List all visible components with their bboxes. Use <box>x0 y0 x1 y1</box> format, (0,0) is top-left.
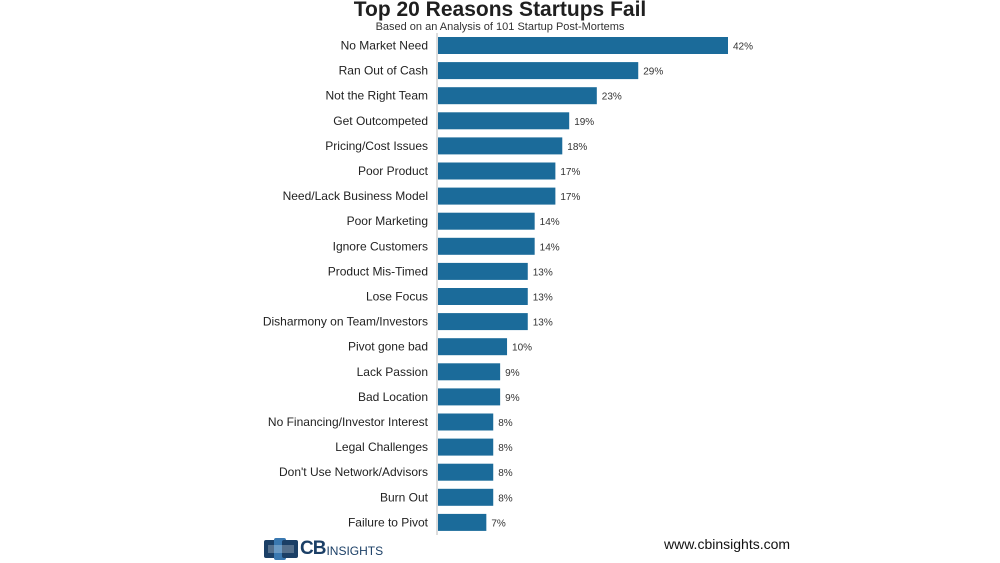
category-label: Don't Use Network/Advisors <box>279 465 428 479</box>
category-label: Burn Out <box>380 490 429 504</box>
bar <box>438 363 501 381</box>
bar <box>438 338 508 356</box>
website-url: www.cbinsights.com <box>664 536 791 552</box>
bar <box>438 162 556 180</box>
data-label: 17% <box>560 192 580 203</box>
bar <box>438 488 494 506</box>
data-label: 13% <box>533 267 553 278</box>
data-label: 17% <box>560 167 580 178</box>
data-label: 23% <box>602 92 622 103</box>
bar <box>438 112 570 130</box>
data-label: 9% <box>505 368 520 379</box>
bar <box>438 463 494 481</box>
category-label: Need/Lack Business Model <box>283 189 428 203</box>
bar <box>438 187 556 205</box>
category-label: Legal Challenges <box>335 440 428 454</box>
data-label: 13% <box>533 293 553 304</box>
data-label: 29% <box>643 67 663 78</box>
category-label: Ran Out of Cash <box>339 64 428 78</box>
data-label: 19% <box>574 117 594 128</box>
category-label: Not the Right Team <box>326 89 429 103</box>
bar <box>438 212 535 230</box>
data-label: 13% <box>533 318 553 329</box>
data-label: 18% <box>567 142 587 153</box>
category-label: Poor Marketing <box>347 214 428 228</box>
bar <box>438 388 501 406</box>
bar <box>438 288 528 305</box>
category-label: Poor Product <box>358 164 429 178</box>
data-label: 10% <box>512 343 532 354</box>
category-label: Ignore Customers <box>333 239 428 253</box>
category-label: No Market Need <box>341 39 428 53</box>
data-label: 14% <box>540 217 560 228</box>
data-label: 7% <box>491 518 506 529</box>
bar <box>438 313 528 331</box>
category-label: Failure to Pivot <box>348 515 429 529</box>
data-label: 14% <box>540 242 560 253</box>
bar <box>438 413 494 431</box>
data-label: 8% <box>498 493 513 504</box>
bar <box>438 262 528 280</box>
data-label: 42% <box>733 42 753 53</box>
cb-logo-icon <box>264 538 298 560</box>
bar <box>438 438 494 456</box>
data-label: 8% <box>498 443 513 454</box>
category-label: Bad Location <box>358 390 428 404</box>
cb-insights-logo: CB INSIGHTS <box>264 537 383 561</box>
logo-text-cb: CB <box>300 538 326 559</box>
bar <box>438 137 563 155</box>
bar <box>438 237 535 255</box>
logo-text-insights: INSIGHTS <box>326 544 384 558</box>
bar <box>438 37 728 54</box>
category-label: Pivot gone bad <box>348 340 428 354</box>
category-label: Get Outcompeted <box>333 114 428 128</box>
bar <box>438 62 639 80</box>
data-label: 9% <box>505 393 520 404</box>
chart-title: Top 20 Reasons Startups Fail <box>353 0 647 21</box>
chart-subtitle: Based on an Analysis of 101 Startup Post… <box>375 21 625 33</box>
category-label: Lack Passion <box>357 365 428 379</box>
data-label: 8% <box>498 468 513 479</box>
data-label: 8% <box>498 418 513 429</box>
category-label: Disharmony on Team/Investors <box>263 315 428 329</box>
bar <box>438 87 597 105</box>
bar <box>438 513 487 531</box>
category-label: No Financing/Investor Interest <box>268 415 429 429</box>
category-label: Product Mis-Timed <box>328 264 428 278</box>
category-label: Lose Focus <box>366 290 428 304</box>
category-label: Pricing/Cost Issues <box>325 139 428 153</box>
